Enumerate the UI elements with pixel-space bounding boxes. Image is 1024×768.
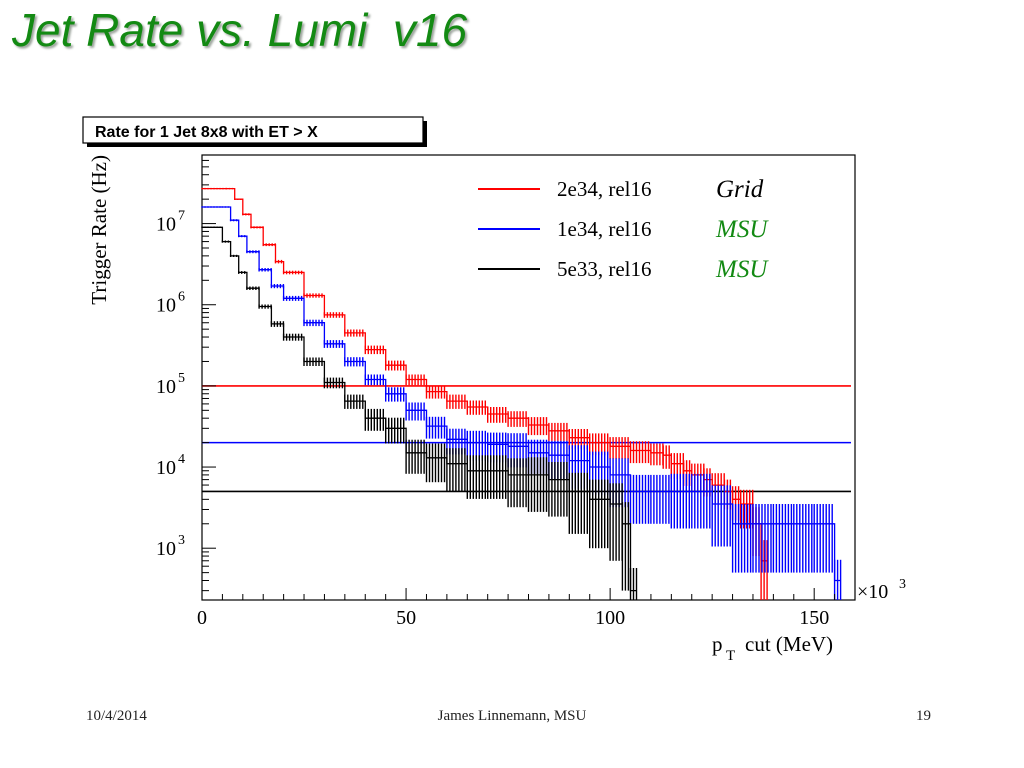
- x-axis-title: cut (MeV): [745, 632, 833, 656]
- y-tick-exponent: 3: [178, 533, 185, 548]
- page-number: 19: [916, 708, 931, 724]
- legend-annotation-2: MSU: [715, 256, 769, 283]
- footer-author: James Linnemann, MSU: [437, 708, 587, 724]
- y-tick-exponent: 6: [178, 290, 185, 305]
- chart-title: Rate for 1 Jet 8x8 with ET > X: [95, 124, 318, 141]
- legend: 2e34, rel16 Grid 1e34, rel16 MSU 5e33, rel16…: [478, 176, 769, 283]
- x-axis-title-symbol: p: [712, 632, 723, 656]
- y-tick-label: 10: [156, 376, 176, 398]
- y-tick-exponent: 7: [178, 209, 185, 224]
- x-axis-multiplier-exponent: 3: [899, 577, 906, 592]
- y-tick-exponent: 5: [178, 371, 185, 386]
- x-axis-title-subscript: T: [726, 648, 735, 664]
- series-layer: [201, 187, 842, 600]
- legend-label-0: 2e34, rel16: [557, 177, 651, 201]
- series-0: [201, 187, 768, 600]
- y-tick-exponent: 4: [178, 452, 185, 467]
- legend-annotation-0: Grid: [716, 176, 764, 203]
- legend-label-2: 5e33, rel16: [557, 257, 651, 281]
- y-axis-title: Trigger Rate (Hz): [87, 155, 111, 305]
- x-tick-label: 0: [197, 607, 207, 629]
- legend-annotation-1: MSU: [715, 216, 769, 243]
- chart-title-box: Rate for 1 Jet 8x8 with ET > X: [82, 116, 427, 147]
- legend-label-1: 1e34, rel16: [557, 217, 651, 241]
- series-1: [201, 206, 842, 600]
- series-2: [201, 226, 638, 600]
- y-tick-label: 10: [156, 538, 176, 560]
- x-axis-multiplier: ×10: [857, 581, 888, 603]
- footer-date: 10/4/2014: [86, 708, 147, 724]
- slide-title: Jet Rate vs. Lumi v16: [12, 4, 468, 56]
- x-tick-label: 150: [799, 607, 829, 629]
- series-line-0: [202, 187, 768, 562]
- y-tick-label: 10: [156, 295, 176, 317]
- y-tick-label: 10: [156, 457, 176, 479]
- y-tick-label: 10: [156, 214, 176, 236]
- series-line-2: [202, 226, 637, 592]
- x-tick-label: 100: [595, 607, 625, 629]
- x-tick-label: 50: [396, 607, 416, 629]
